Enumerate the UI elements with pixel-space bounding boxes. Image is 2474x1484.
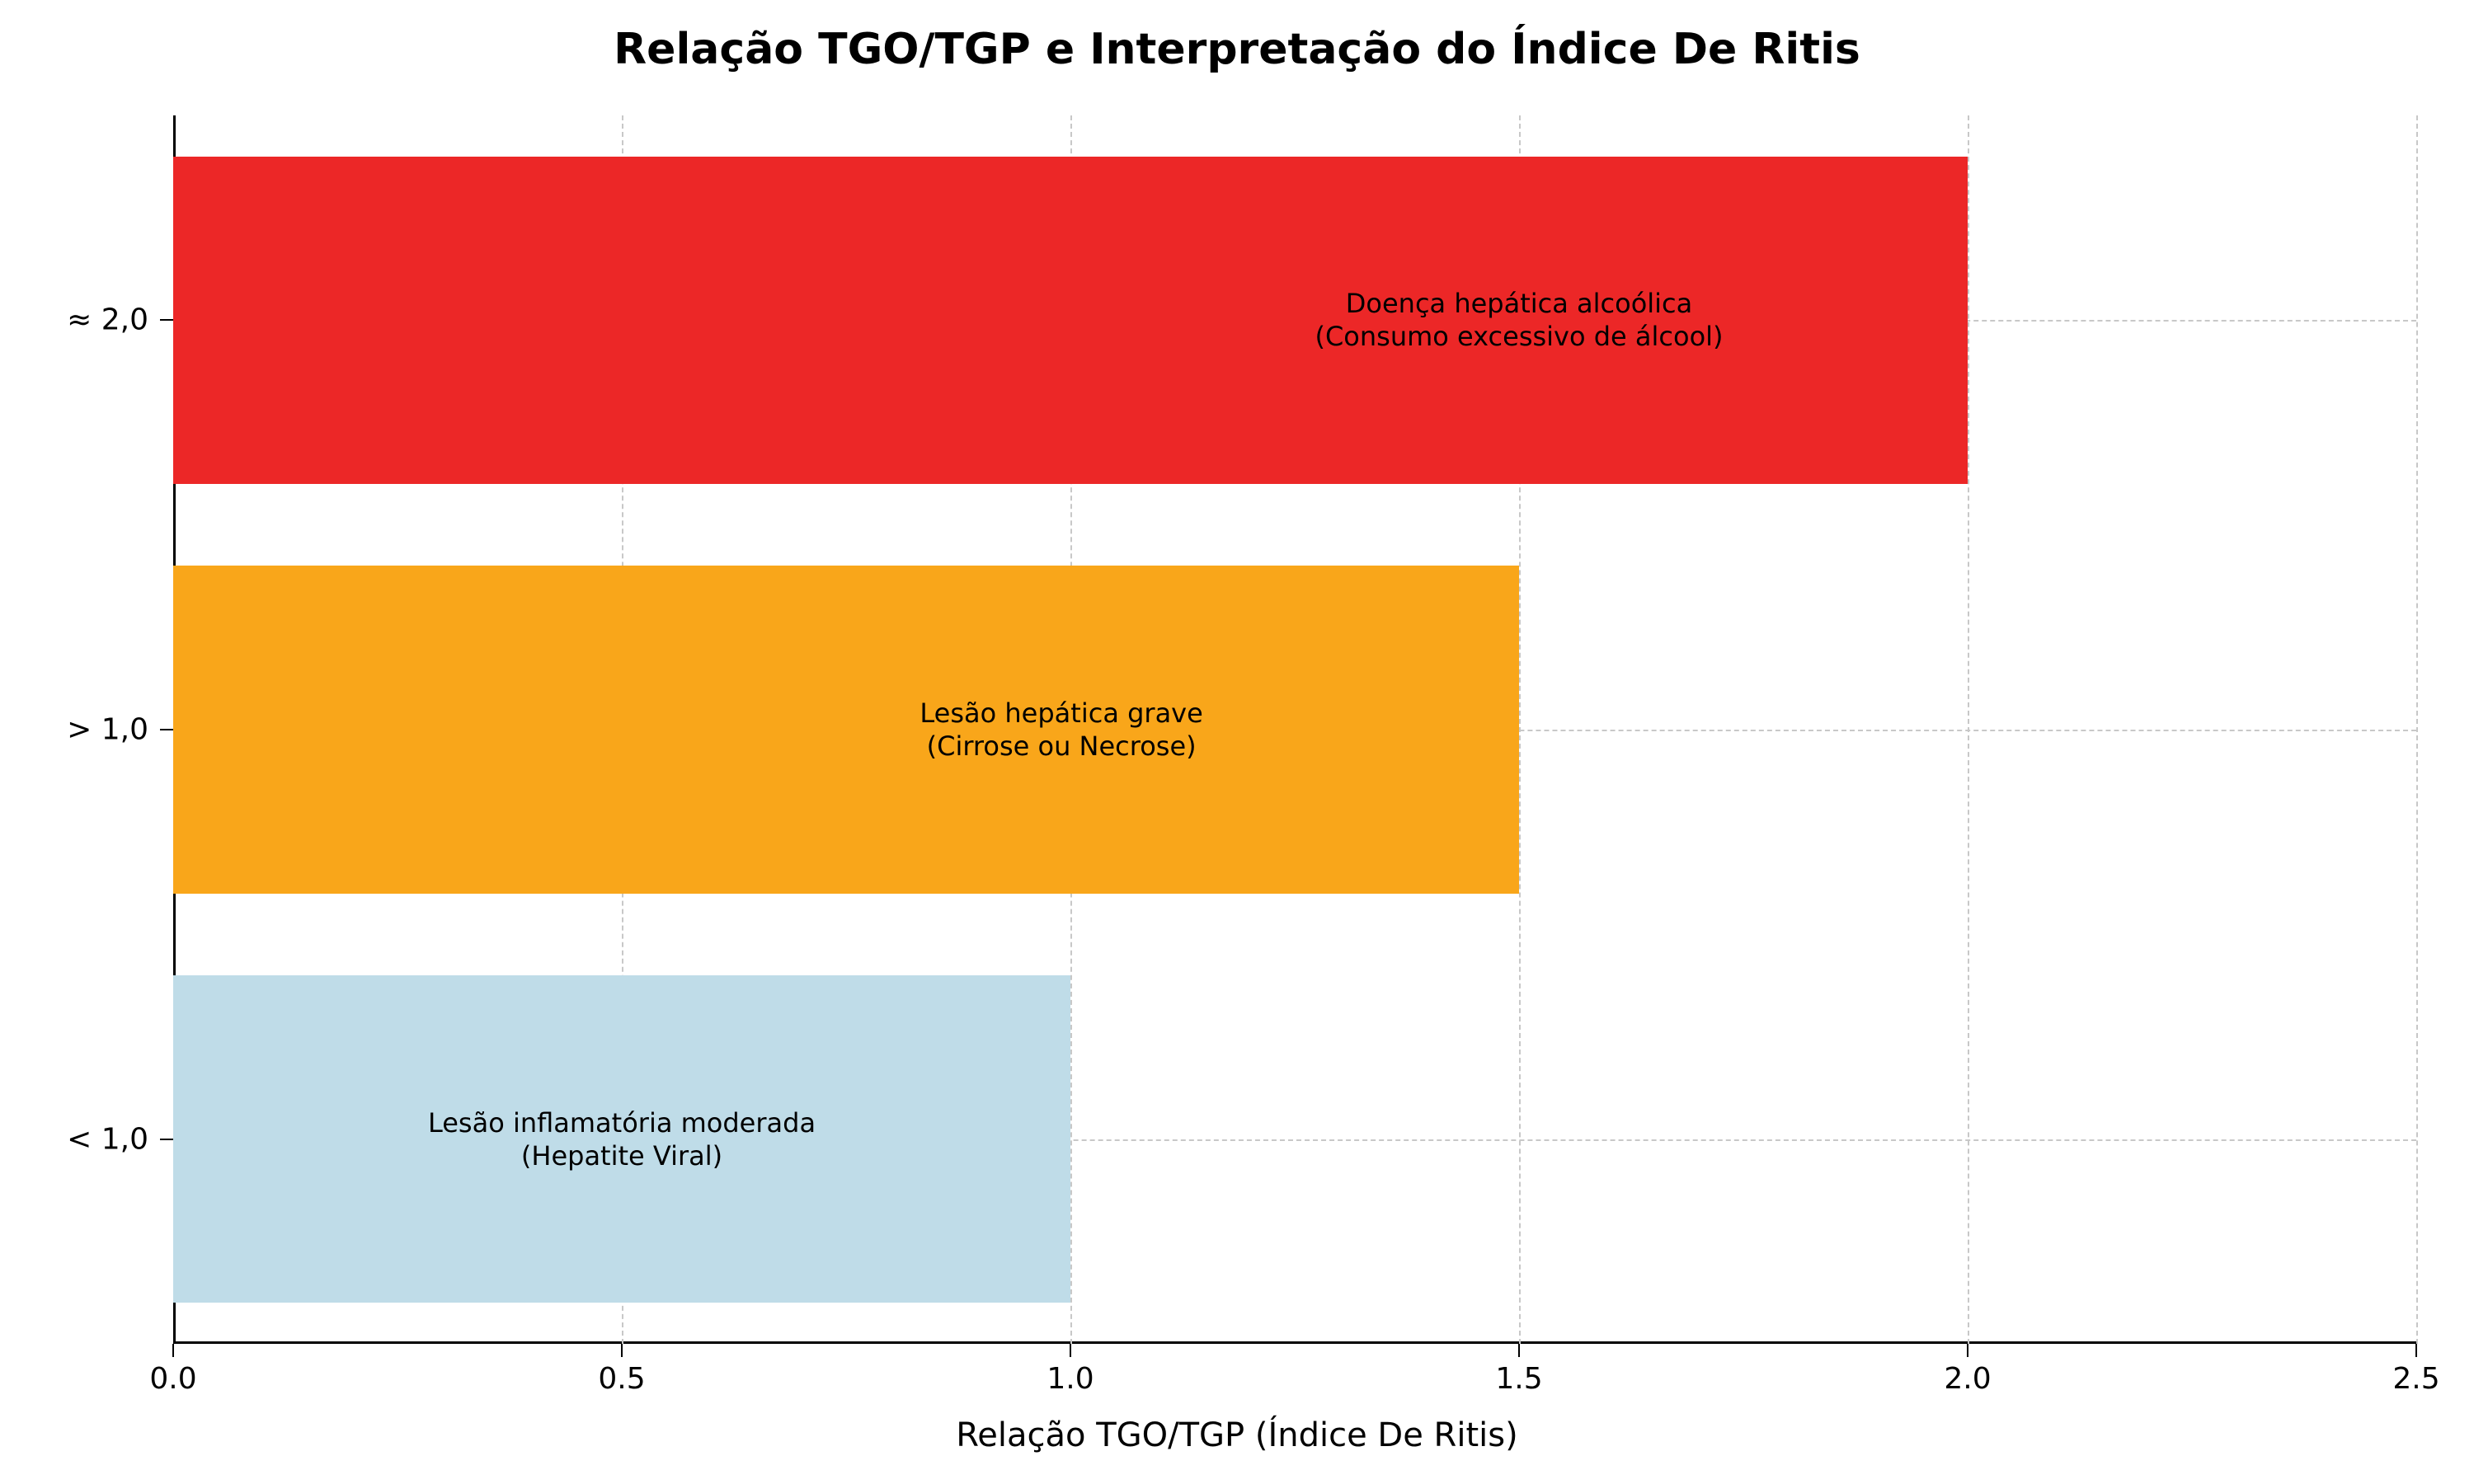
y-tick-label: < 1,0 <box>0 1122 148 1156</box>
x-tick <box>1518 1344 1520 1357</box>
x-tick-label: 1.0 <box>1047 1362 1094 1396</box>
x-tick-label: 2.0 <box>1944 1362 1991 1396</box>
x-tick <box>621 1344 623 1357</box>
bar-label: Lesão hepática grave (Cirrose ou Necrose… <box>690 697 1432 763</box>
chart-container: Relação TGO/TGP e Interpretação do Índic… <box>0 0 2474 1484</box>
y-tick <box>160 1139 173 1140</box>
plot-area: Lesão inflamatória moderada (Hepatite Vi… <box>173 115 2416 1344</box>
y-tick-label: ≈ 2,0 <box>0 303 148 337</box>
x-tick <box>1070 1344 1071 1357</box>
bar-label: Lesão inflamatória moderada (Hepatite Vi… <box>251 1106 993 1172</box>
y-tick <box>160 319 173 321</box>
x-tick <box>1967 1344 1968 1357</box>
x-tick-label: 1.5 <box>1495 1362 1542 1396</box>
x-tick <box>172 1344 174 1357</box>
y-tick <box>160 729 173 730</box>
bar-label: Doença hepática alcoólica (Consumo exces… <box>1148 287 1890 353</box>
x-axis-label: Relação TGO/TGP (Índice De Ritis) <box>0 1416 2474 1454</box>
x-axis-line <box>173 1341 2416 1344</box>
x-tick-label: 2.5 <box>2392 1362 2439 1396</box>
x-tick <box>2415 1344 2417 1357</box>
x-tick-label: 0.5 <box>598 1362 645 1396</box>
chart-title: Relação TGO/TGP e Interpretação do Índic… <box>0 25 2474 74</box>
y-tick-label: > 1,0 <box>0 713 148 747</box>
x-tick-label: 0.0 <box>149 1362 196 1396</box>
grid-line-vertical <box>2416 115 2418 1344</box>
